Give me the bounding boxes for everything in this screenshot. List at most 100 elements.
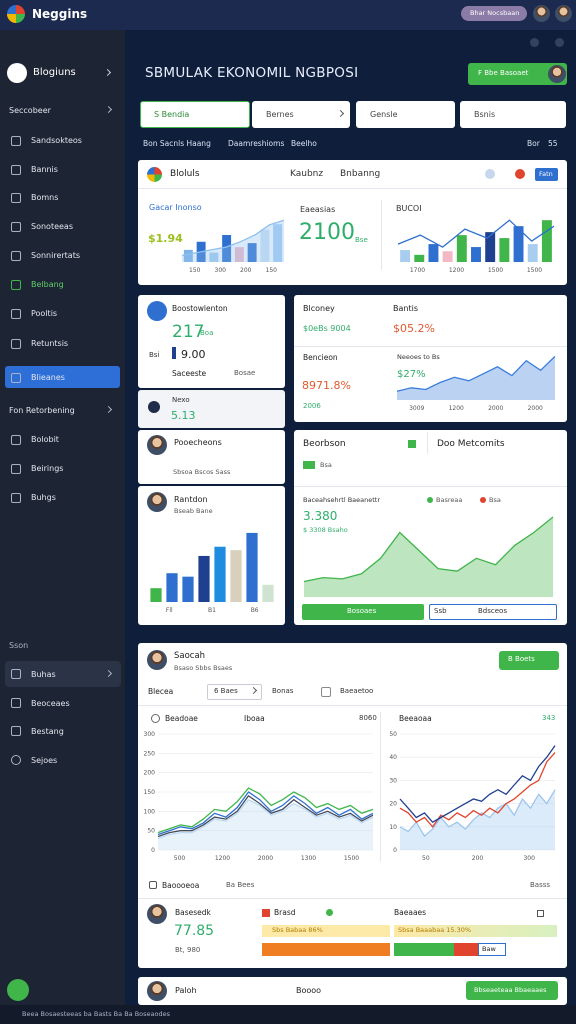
action-button[interactable] (499, 651, 559, 670)
nav-icon (11, 309, 21, 319)
action-text[interactable]: F Bbe Basoaet (478, 69, 529, 77)
card (294, 295, 567, 422)
bar-label: Sbs Babaa 86% (272, 926, 323, 934)
label: Boooo (296, 986, 322, 995)
bar-chart: 1700 1200 1500 1500 (397, 219, 555, 274)
icon (149, 881, 157, 889)
select[interactable] (207, 684, 262, 700)
nav-item[interactable]: Beirings (31, 464, 64, 473)
badge-text[interactable]: Fatn (539, 170, 553, 178)
nav-item[interactable]: Sonoteeas (31, 222, 73, 231)
tab[interactable]: Bor (527, 139, 540, 148)
nav-item[interactable]: Fon Retorbening (9, 406, 75, 415)
button-text[interactable]: Ssb (434, 607, 447, 615)
divider (138, 898, 567, 899)
metric-label: Bsi (149, 351, 160, 359)
card-title: Boostowlenton (172, 304, 228, 313)
x-tick-label: 1200 (449, 267, 464, 274)
progress (454, 943, 478, 956)
nav-item[interactable]: Sejoes (31, 756, 58, 765)
button[interactable] (429, 604, 557, 620)
bar (214, 546, 226, 602)
nav-icon (11, 669, 21, 679)
metric-label: Nexo (172, 396, 190, 404)
nav-item[interactable]: Blieanes (31, 373, 65, 382)
select-text[interactable]: 6 Baes (214, 687, 238, 695)
tab[interactable]: Daamreshioms (228, 139, 285, 148)
card-title: Bloluls (170, 169, 200, 179)
bar (182, 576, 194, 602)
nav-icon (11, 193, 21, 203)
filter-label[interactable]: Bonas (272, 687, 294, 695)
summary-name: Basesedk (175, 908, 211, 917)
x-tick-label: 300 (215, 267, 227, 274)
nav-item[interactable]: Retuntsis (31, 339, 69, 348)
button-text[interactable]: Bdsceos (478, 607, 507, 615)
person-name: Rantdon (174, 495, 208, 504)
filter-text[interactable]: Bernes (266, 110, 294, 119)
filter-text[interactable]: S Bendia (154, 110, 190, 119)
tag-box (478, 943, 506, 956)
line-chart: 3009 1200 2000 2000 (396, 355, 556, 412)
action-text[interactable]: Bbseaeteaa Bbaeaaes (474, 986, 547, 994)
nav-item[interactable]: Bomns (31, 193, 59, 202)
person-note: Sbsoa Bscos Sass (173, 468, 231, 476)
button[interactable] (302, 604, 424, 620)
card-tab[interactable]: Kaubnz (290, 169, 324, 179)
action-text[interactable]: B Boets (508, 655, 535, 663)
icon (485, 169, 495, 179)
nav-item[interactable]: Bestang (31, 727, 64, 736)
avatar (147, 650, 167, 670)
avatar (147, 904, 167, 924)
nav-item[interactable]: Pooltis (31, 309, 58, 318)
tab[interactable]: Beelho (291, 139, 317, 148)
action-button[interactable] (468, 63, 567, 85)
nav-item[interactable]: Belbang (31, 280, 64, 289)
bar (414, 254, 425, 262)
y-tick-label: 10 (389, 824, 397, 831)
avatar (147, 435, 167, 455)
filter[interactable] (460, 101, 566, 128)
filter[interactable] (252, 101, 350, 128)
nav-item[interactable]: Bannis (31, 165, 58, 174)
pill-text[interactable]: Bhar Nocsbaan (470, 9, 520, 17)
nav-item[interactable]: Buhas (31, 670, 56, 679)
sidebar-title: Blogiuns (33, 67, 76, 78)
line-chart (303, 516, 554, 597)
nav-item[interactable]: Bolobit (31, 435, 59, 444)
y-tick-label: 50 (147, 828, 155, 835)
line (399, 789, 556, 838)
area (400, 789, 555, 850)
metric-value: $05.2% (393, 322, 435, 335)
filter[interactable] (356, 101, 455, 128)
filter-text[interactable]: Gensle (370, 110, 398, 119)
bar-chart: 150 300 200 150 (181, 219, 285, 274)
area (397, 356, 555, 400)
nav-item[interactable]: Seccobeer (9, 106, 51, 115)
bar-label-bg (394, 925, 557, 937)
nav-item[interactable]: Sandsokteos (31, 136, 82, 145)
card (138, 390, 285, 428)
button-text[interactable]: Bosoaes (347, 607, 377, 615)
metric-note: $ 3308 Bsaho (303, 526, 348, 534)
filter[interactable] (140, 101, 250, 128)
nav-icon (11, 464, 21, 474)
nav-item[interactable]: Beoceaes (31, 699, 70, 708)
legend-swatch (262, 909, 270, 917)
nav-icon (11, 222, 21, 232)
icon (147, 301, 167, 321)
filter-text[interactable]: Bsnis (474, 110, 496, 119)
nav-icon (11, 755, 21, 765)
nav-item[interactable]: Buhgs (31, 493, 56, 502)
footer-bar (0, 1005, 576, 1024)
legend-entry: Basreaa (436, 496, 463, 504)
badge[interactable] (535, 168, 558, 181)
tab[interactable]: Bon Sacnls Haang (143, 139, 211, 148)
help-button (7, 979, 29, 1001)
card-tab[interactable]: Bnbanng (340, 169, 381, 179)
nav-item[interactable]: Sonnirertats (31, 251, 81, 260)
metric-note: Boa (200, 329, 214, 337)
filter-label[interactable]: Baeaetoo (340, 687, 374, 695)
action-button[interactable] (466, 981, 558, 1000)
divider (380, 712, 381, 862)
